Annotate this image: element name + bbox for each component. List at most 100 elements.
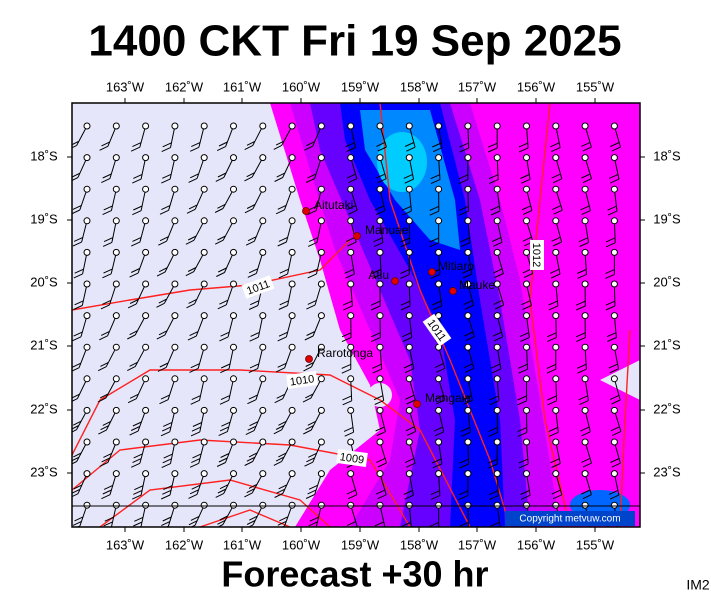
- wind-barb: [343, 410, 355, 437]
- wind-barb: [547, 378, 558, 406]
- wind-barb: [576, 252, 587, 279]
- wind-station: [317, 280, 325, 288]
- wind-barb: [575, 283, 586, 311]
- wind-barb: [220, 347, 234, 374]
- wind-barb: [307, 252, 322, 279]
- wind-station: [112, 248, 120, 256]
- wind-station: [200, 154, 208, 162]
- wind-station: [317, 248, 325, 256]
- wind-barb: [99, 441, 117, 467]
- wind-barb: [521, 283, 532, 310]
- wind-station: [200, 501, 208, 509]
- wind-barb: [520, 473, 531, 500]
- wind-station: [581, 343, 589, 351]
- wind-barb: [306, 283, 322, 310]
- wind-barb: [463, 347, 475, 373]
- isobar-label-box: [336, 448, 368, 468]
- lon-label-top: 158˚W: [400, 79, 439, 94]
- wind-barb: [610, 441, 621, 468]
- wind-barb: [429, 505, 440, 527]
- wind-station: [230, 154, 237, 162]
- wind-station: [200, 438, 208, 446]
- wind-barb: [304, 125, 322, 151]
- wind-station: [552, 185, 560, 193]
- wind-station: [405, 375, 413, 383]
- wind-barb: [462, 378, 473, 405]
- wind-barb: [305, 473, 322, 499]
- wind-barb: [219, 378, 234, 405]
- wind-station: [376, 185, 384, 193]
- wind-barb: [341, 315, 352, 343]
- wind-barb: [304, 441, 322, 467]
- wind-station: [493, 217, 501, 225]
- wind-barb: [216, 252, 234, 277]
- wind-barb: [132, 157, 147, 184]
- wind-barb: [342, 283, 353, 311]
- wind-barb: [303, 346, 322, 372]
- wind-barb: [405, 378, 416, 405]
- lon-label-top: 163˚W: [106, 79, 145, 94]
- wind-barb: [248, 347, 264, 374]
- wind-station: [83, 312, 91, 320]
- wind-barb: [132, 189, 147, 216]
- wind-station: [493, 406, 501, 414]
- wind-station: [317, 154, 325, 162]
- wind-barb: [459, 189, 469, 216]
- wind-station: [464, 217, 472, 225]
- wind-barb: [130, 220, 147, 247]
- wind-barb: [99, 125, 117, 151]
- wind-barb: [247, 378, 264, 405]
- wind-barb: [127, 378, 147, 404]
- wind-station: [581, 438, 589, 446]
- wind-station: [259, 438, 267, 446]
- wind-station: [435, 438, 443, 446]
- wind-barb: [304, 315, 322, 341]
- wind-station: [171, 217, 179, 225]
- wind-station: [405, 438, 413, 446]
- wind-station: [259, 185, 267, 193]
- wind-station: [83, 217, 91, 225]
- wind-barb: [273, 410, 293, 435]
- wind-station: [142, 217, 150, 225]
- wind-barb: [156, 252, 176, 277]
- wind-station: [230, 470, 237, 478]
- wind-barb: [102, 252, 117, 279]
- wind-station: [464, 501, 472, 509]
- isobar-label-group: 1009: [336, 448, 368, 468]
- wind-station: [317, 501, 325, 509]
- wind-station: [523, 122, 530, 130]
- wind-station: [288, 217, 296, 225]
- wind-barb: [402, 315, 413, 342]
- wind-barb: [189, 125, 205, 152]
- wind-station: [142, 154, 150, 162]
- wind-station: [347, 312, 355, 320]
- wind-station: [317, 122, 325, 130]
- wind-barb: [129, 410, 147, 436]
- wind-barb: [608, 347, 619, 374]
- wind-barb: [404, 125, 416, 152]
- wind-station: [259, 248, 267, 256]
- wind-barb: [487, 126, 498, 153]
- copyright-box: [505, 511, 635, 526]
- wind-barb: [216, 441, 234, 467]
- place-label: Mauke: [459, 278, 495, 292]
- wind-barb: [99, 315, 117, 341]
- isobar-label: 1012: [530, 243, 542, 267]
- wind-barb: [245, 410, 264, 436]
- wind-barb: [157, 347, 176, 372]
- lat-label-right: 18˚S: [653, 148, 681, 163]
- place-marker: [305, 355, 313, 363]
- wind-barb: [159, 189, 176, 215]
- wind-station: [230, 406, 237, 414]
- wind-barb: [72, 315, 88, 342]
- wind-barb: [346, 189, 358, 215]
- wind-station: [347, 122, 355, 130]
- wind-station: [493, 154, 501, 162]
- wind-barb: [580, 410, 591, 437]
- wind-barb: [245, 220, 264, 246]
- wind-station: [142, 375, 150, 383]
- wind-station: [581, 375, 589, 383]
- wind-station: [435, 312, 443, 320]
- wind-station: [288, 248, 296, 256]
